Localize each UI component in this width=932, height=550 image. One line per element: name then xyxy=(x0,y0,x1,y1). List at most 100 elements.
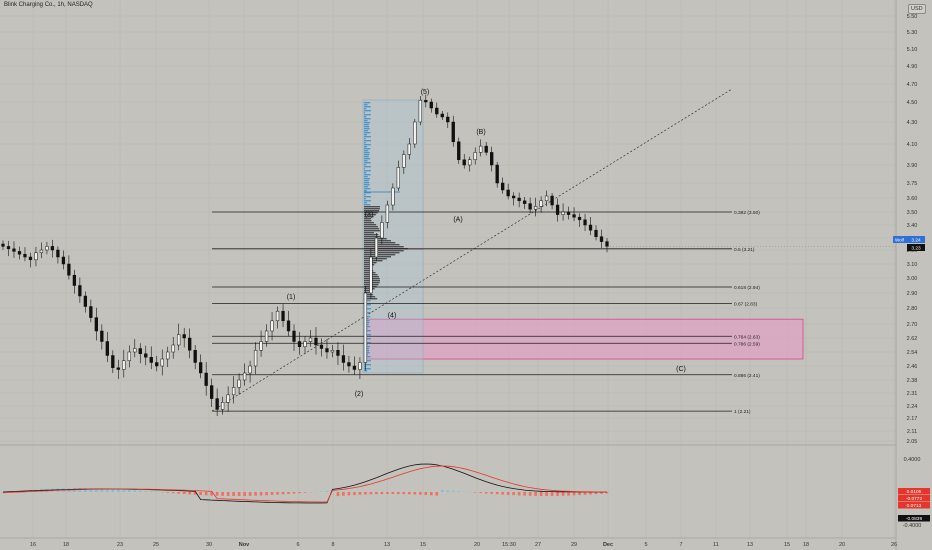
candle-body xyxy=(435,107,439,115)
macd-histogram-bar xyxy=(199,492,202,496)
macd-histogram-bar xyxy=(182,492,186,495)
volume-profile-bar xyxy=(364,326,371,328)
macd-histogram-bar xyxy=(429,492,433,496)
macd-histogram-bar xyxy=(550,492,554,496)
x-tick-label: Nov xyxy=(239,542,250,548)
candle-body xyxy=(50,246,55,251)
candle-body xyxy=(577,216,582,221)
volume-profile-bar xyxy=(364,260,383,262)
volume-profile-bar xyxy=(364,132,371,134)
volume-profile-bar xyxy=(364,212,378,214)
macd-histogram-bar xyxy=(342,492,345,496)
macd-histogram-bar xyxy=(451,490,455,492)
candle-body xyxy=(45,246,49,251)
volume-profile-bar xyxy=(364,144,371,146)
candle-body xyxy=(116,367,120,370)
candle-body xyxy=(588,224,593,231)
y-tick-label: 5.10 xyxy=(907,47,918,53)
candle-body xyxy=(199,362,203,374)
candle-body xyxy=(418,99,422,123)
volume-profile-bar xyxy=(364,210,380,212)
volume-profile-bar xyxy=(364,180,369,182)
volume-profile-bar xyxy=(364,316,371,318)
badge-value: 3.24 xyxy=(911,238,921,244)
volume-profile-bar xyxy=(364,204,371,206)
candle-body xyxy=(325,348,329,353)
macd-histogram-bar xyxy=(254,492,257,496)
candle-body xyxy=(528,203,532,210)
macd-histogram-bar xyxy=(545,492,548,496)
volume-profile-bar xyxy=(364,136,371,138)
candle-body xyxy=(242,372,247,381)
candle-body xyxy=(544,195,549,202)
macd-histogram-bar xyxy=(111,488,115,492)
macd-histogram-bar xyxy=(100,488,104,492)
volume-profile-bar xyxy=(364,246,404,248)
volume-profile-bar xyxy=(364,134,367,136)
candle-body xyxy=(517,197,521,202)
macd-histogram-bar xyxy=(325,490,329,492)
macd-histogram-bar xyxy=(276,492,279,495)
target-zone xyxy=(365,318,804,360)
macd-histogram-bar xyxy=(248,492,252,496)
wave-label: (3) xyxy=(365,211,374,218)
candle-body xyxy=(105,341,109,356)
fib-label: 0.618 (2.94) xyxy=(734,285,760,291)
candle-body xyxy=(490,152,494,166)
macd-histogram-bar xyxy=(204,492,208,496)
currency-button[interactable]: USD xyxy=(908,4,926,14)
candle-body xyxy=(286,320,291,332)
macd-histogram-bar xyxy=(259,492,263,496)
macd-histogram-bar xyxy=(605,492,609,494)
volume-profile-bar xyxy=(364,232,374,234)
macd-histogram-bar xyxy=(380,492,384,495)
x-tick-label: Dec xyxy=(603,542,613,548)
x-tick-label: 5 xyxy=(644,542,647,548)
macd-tick: -0.4000 xyxy=(903,523,922,529)
volume-profile-bar xyxy=(364,188,371,190)
y-tick-label: 2.05 xyxy=(907,439,918,445)
volume-profile-bar xyxy=(364,122,371,124)
wave-label: (2) xyxy=(355,391,364,398)
volume-profile-bar xyxy=(364,124,369,126)
candle-body xyxy=(605,241,609,247)
x-tick-label: 16 xyxy=(30,542,36,548)
volume-profile-bar xyxy=(364,176,368,178)
candle-body xyxy=(1,243,5,247)
volume-profile-bar xyxy=(364,268,371,270)
candle-body xyxy=(539,200,543,207)
volume-profile-bar xyxy=(364,168,366,170)
candle-body xyxy=(522,200,527,204)
macd-histogram-bar xyxy=(232,492,235,496)
candle-body xyxy=(380,222,384,239)
x-tick-label: 8 xyxy=(331,542,334,548)
volume-profile-bar xyxy=(364,166,371,168)
trend-line xyxy=(211,88,733,412)
macd-histogram-bar xyxy=(281,492,285,495)
volume-profile-bar xyxy=(364,102,371,104)
y-tick-label: 2.54 xyxy=(907,350,918,356)
macd-histogram-bar xyxy=(512,492,515,496)
wave-label: (1) xyxy=(287,294,296,301)
y-tick-label: 3.50 xyxy=(907,210,918,216)
candle-body xyxy=(155,362,159,367)
candle-body xyxy=(193,350,197,363)
grid xyxy=(0,0,896,538)
candle-body xyxy=(341,355,346,363)
candle-body xyxy=(566,211,571,215)
candle-body xyxy=(12,248,16,252)
y-tick-label: 2.24 xyxy=(907,404,918,410)
volume-profile-bar xyxy=(364,356,371,358)
macd-histogram-bar xyxy=(188,492,191,495)
candle-body xyxy=(308,337,313,342)
candle-body xyxy=(374,237,379,258)
candle-body xyxy=(352,365,357,370)
candle-body xyxy=(314,337,318,346)
x-tick-label: 6 xyxy=(296,542,299,548)
volume-profile-bar xyxy=(364,152,370,154)
macd-histogram-bar xyxy=(479,492,483,493)
x-tick-label: 18 xyxy=(63,542,69,548)
macd-value: 0.0713 xyxy=(907,503,922,509)
volume-profile-bar xyxy=(364,214,376,216)
